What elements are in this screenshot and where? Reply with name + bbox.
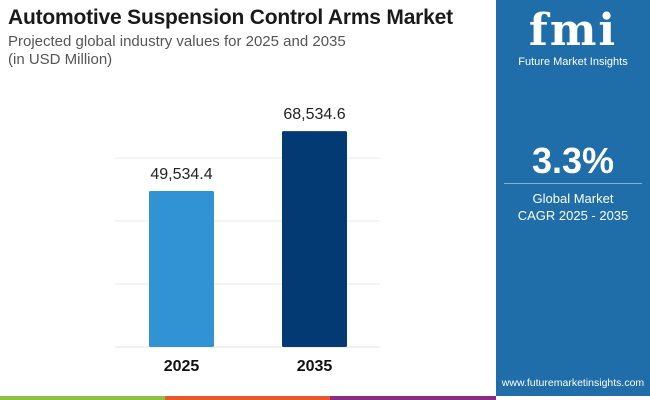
brand-name: Future Market Insights [518,56,628,68]
x-tick-label: 2025 [164,358,200,375]
chart-subtitle: Projected global industry values for 202… [8,33,346,69]
bar-2035 [282,131,347,347]
bar-chart: 49,534.4 2025 68,534.6 2035 [115,106,380,375]
footer-strip-green [0,396,165,400]
cagr-label-line-1: Global Market [532,191,614,206]
logo-mark: fmi [528,5,618,56]
chart-title: Automotive Suspension Control Arms Marke… [8,6,453,29]
cagr-value: 3.3% [531,140,615,181]
website-url[interactable]: www.futuremarketinsights.com [501,377,645,389]
footer-strip-orange [165,396,330,400]
x-tick-label: 2035 [297,358,333,375]
data-label: 49,534.4 [150,166,212,183]
fmi-logo: fmi Future Market Insights [496,5,650,69]
bar-2025 [149,190,214,347]
footer-strip-purple [330,396,496,400]
divider [504,183,642,184]
side-panel: fmi Future Market Insights 3.3% Global M… [496,0,650,396]
cagr-label-line-2: CAGR 2025 - 2035 [517,208,629,223]
cagr-label: Global Market CAGR 2025 - 2035 [496,190,650,224]
data-label: 68,534.6 [283,106,345,123]
subtitle-line-2: (in USD Million) [8,51,113,68]
subtitle-line-1: Projected global industry values for 202… [8,33,346,50]
